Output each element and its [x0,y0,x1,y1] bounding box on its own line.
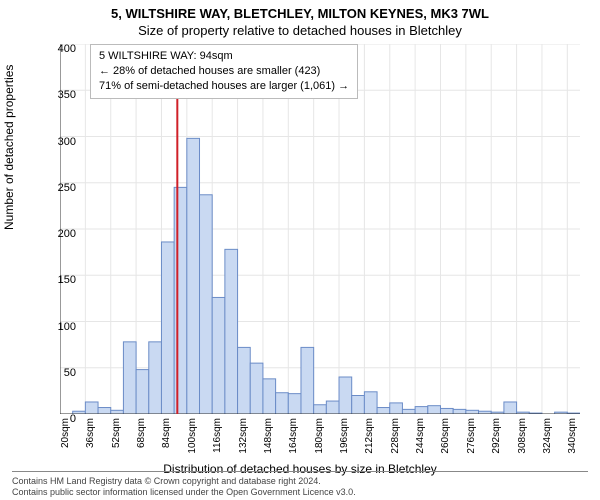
x-tick: 100sqm [187,418,198,468]
x-tick: 260sqm [440,418,451,468]
x-tick: 132sqm [238,418,249,468]
y-tick: 50 [42,367,76,379]
y-tick: 250 [42,182,76,194]
footer-line2: Contains public sector information licen… [12,487,588,498]
x-tick: 68sqm [136,418,147,468]
x-tick: 340sqm [567,418,578,468]
y-tick: 350 [42,89,76,101]
histogram-svg [60,44,580,414]
x-tick: 196sqm [339,418,350,468]
x-tick: 84sqm [161,418,172,468]
x-tick: 292sqm [491,418,502,468]
y-tick: 300 [42,136,76,148]
x-tick: 52sqm [111,418,122,468]
annotation-line1: 5 WILTSHIRE WAY: 94sqm [99,49,349,64]
footer-line1: Contains HM Land Registry data © Crown c… [12,476,588,487]
x-tick: 324sqm [542,418,553,468]
annotation-line2: ← 28% of detached houses are smaller (42… [99,64,349,79]
x-tick: 276sqm [466,418,477,468]
plot-area [60,44,580,414]
x-tick: 308sqm [517,418,528,468]
y-tick: 400 [42,43,76,55]
title-address: 5, WILTSHIRE WAY, BLETCHLEY, MILTON KEYN… [0,0,600,21]
chart-container: 5, WILTSHIRE WAY, BLETCHLEY, MILTON KEYN… [0,0,600,500]
y-tick: 150 [42,274,76,286]
x-tick: 180sqm [314,418,325,468]
annotation-line3: 71% of semi-detached houses are larger (… [99,79,349,94]
x-tick: 228sqm [390,418,401,468]
footer-attribution: Contains HM Land Registry data © Crown c… [12,471,588,499]
x-tick: 116sqm [212,418,223,468]
y-axis-label: Number of detached properties [2,65,16,230]
x-tick: 164sqm [288,418,299,468]
annotation-box: 5 WILTSHIRE WAY: 94sqm ← 28% of detached… [90,44,358,99]
x-tick: 20sqm [60,418,71,468]
y-tick: 200 [42,228,76,240]
y-tick: 100 [42,321,76,333]
title-subtitle: Size of property relative to detached ho… [0,21,600,38]
x-tick: 148sqm [263,418,274,468]
x-tick: 212sqm [364,418,375,468]
x-tick: 36sqm [85,418,96,468]
x-tick: 244sqm [415,418,426,468]
